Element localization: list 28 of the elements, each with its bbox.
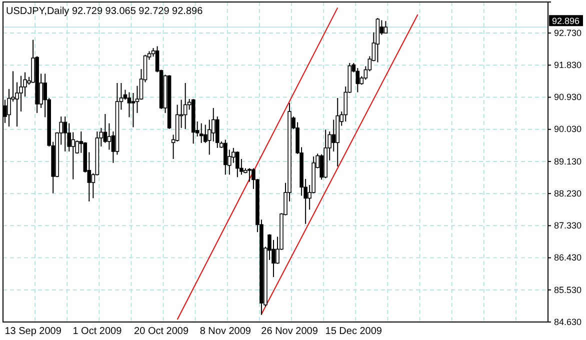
chart-title: USDJPY,Daily 92.729 93.065 92.729 92.896 (6, 6, 204, 17)
x-tick-label: 26 Nov 2009 (261, 326, 318, 338)
y-tick-label: 86.430 (554, 252, 582, 263)
y-tick-label: 85.530 (554, 284, 582, 295)
candlestick (71, 132, 76, 180)
x-tick-label: 8 Nov 2009 (200, 326, 252, 338)
candlestick (236, 150, 240, 178)
x-tick-label: 1 Oct 2009 (72, 326, 122, 338)
y-tick-label: 88.230 (554, 188, 582, 198)
y-tick-label: 90.030 (554, 124, 582, 134)
x-tick-label: 13 Sep 2009 (4, 326, 62, 338)
candlestick (332, 119, 336, 152)
y-tick-label: 84.630 (554, 316, 582, 327)
x-tick-label: 15 Dec 2009 (325, 326, 382, 338)
candlestick (63, 116, 68, 152)
y-tick-label: 91.830 (554, 60, 582, 70)
candlestick (384, 20, 388, 34)
y-tick-label: 89.130 (554, 156, 582, 166)
ref-line-label: 92.896 (552, 16, 580, 26)
y-tick-label: 90.930 (554, 92, 582, 102)
y-tick-label: 87.330 (554, 220, 582, 231)
x-tick-label: 20 Oct 2009 (134, 326, 189, 338)
candlestick (224, 139, 228, 176)
y-tick-label: 92.730 (554, 28, 582, 38)
candlestick (107, 122, 112, 150)
candlestick (356, 68, 360, 93)
candlestick (183, 82, 188, 130)
candlestick (199, 122, 204, 144)
